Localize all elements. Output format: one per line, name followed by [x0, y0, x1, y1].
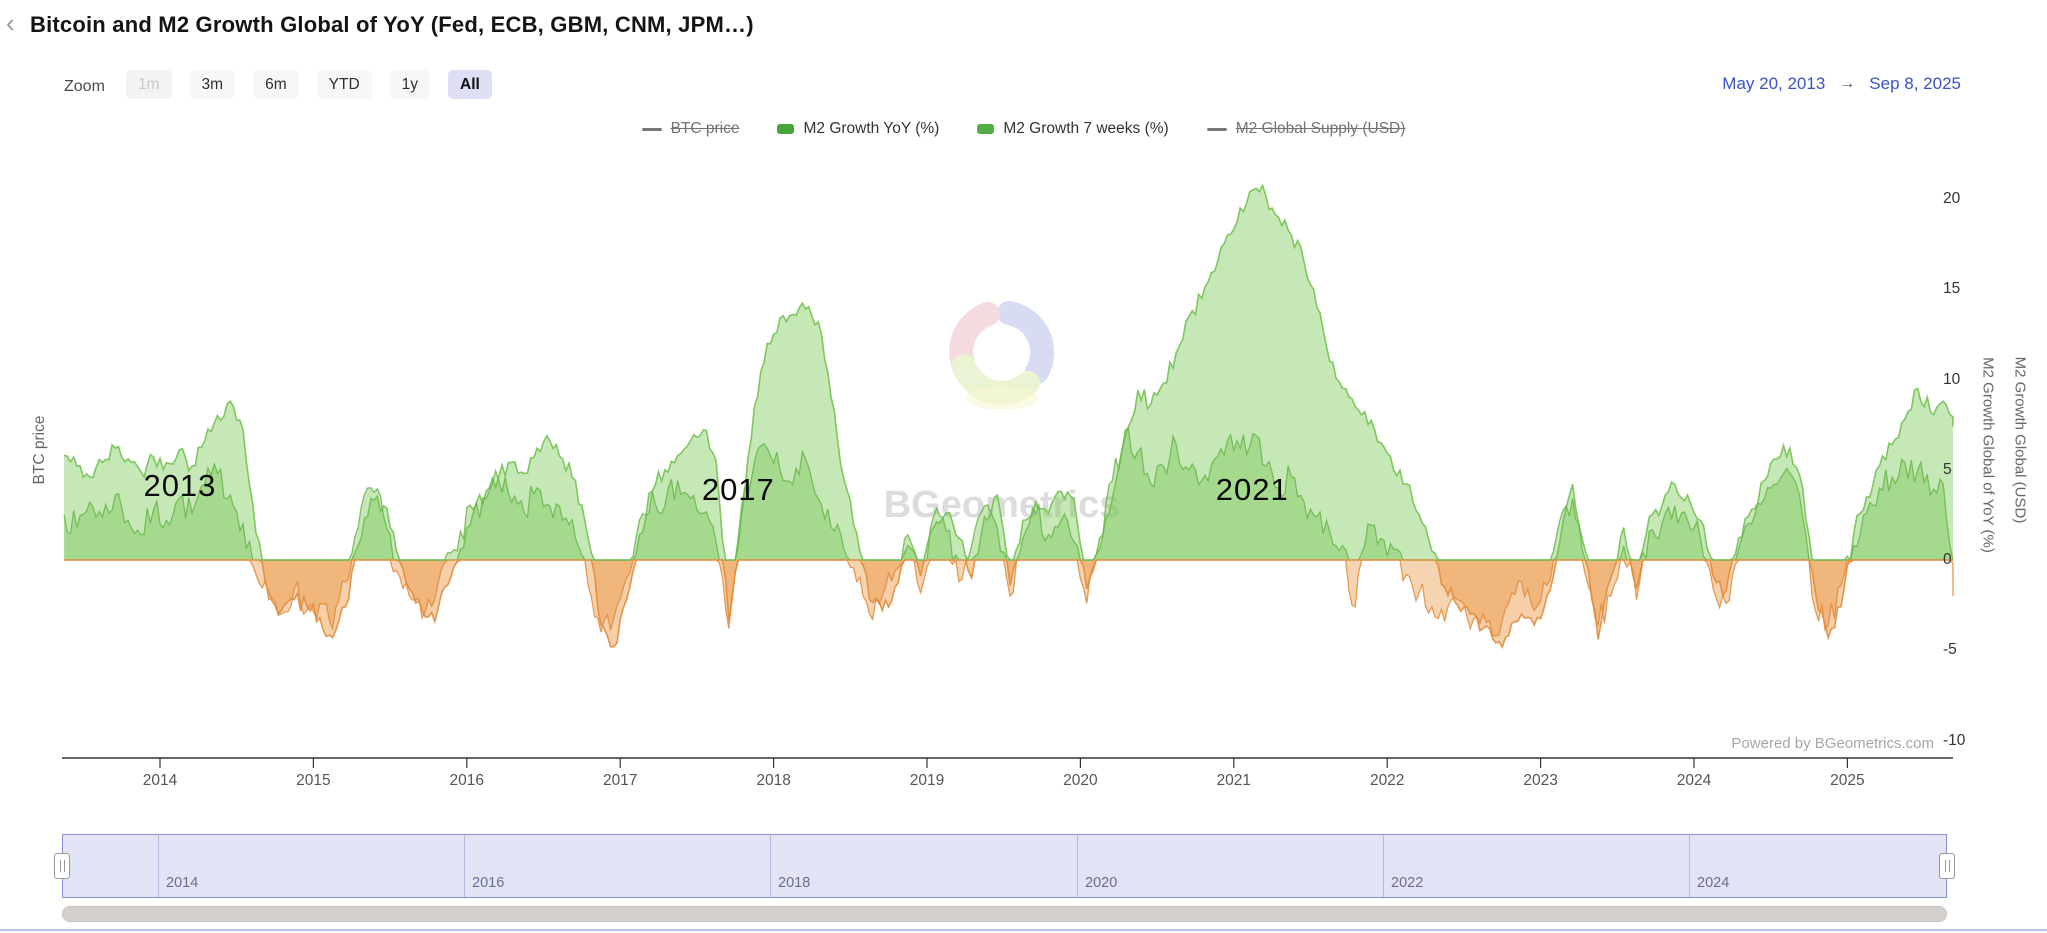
legend-label: M2 Growth YoY (%) [803, 120, 940, 137]
zoom-button-3m[interactable]: 3m [189, 70, 236, 100]
legend-line-marker [641, 127, 662, 131]
legend-square-marker [777, 124, 795, 134]
legend-label: M2 Global Supply (USD) [1235, 120, 1406, 137]
watermark-logo-icon [949, 301, 1055, 410]
navigator-gridline [1077, 835, 1078, 897]
range-end-date[interactable]: Sep 8, 2025 [1869, 74, 1961, 93]
series-m2-7weeks-positive-area [64, 428, 1954, 560]
legend-square-marker [977, 124, 995, 134]
zoom-button-1y[interactable]: 1y [389, 70, 431, 100]
x-axis-year-label: 2024 [1676, 772, 1712, 789]
x-axis-year-label: 2016 [449, 772, 485, 789]
navigator-gridline [158, 835, 159, 897]
x-axis-year-label: 2015 [296, 772, 331, 789]
y-axis-tick-label: -10 [1943, 731, 1966, 749]
legend: BTC price M2 Growth YoY (%) M2 Growth 7 we… [0, 120, 2047, 138]
navigator-gridline [1689, 835, 1690, 897]
navigator-handle-left[interactable] [54, 853, 70, 879]
navigator-year-label: 2022 [1391, 875, 1424, 891]
zoom-button-1m: 1m [126, 70, 172, 100]
x-axis-year-label: 2023 [1523, 772, 1558, 789]
year-annotation-2013: 2013 [143, 467, 217, 503]
legend-line-marker [1206, 127, 1227, 131]
series-m2-7weeks-positive-line [63, 427, 1954, 562]
y-axis-tick-label: 0 [1943, 551, 1952, 568]
navigator-year-label: 2020 [1085, 875, 1118, 891]
x-axis-year-label: 2025 [1830, 772, 1865, 789]
date-range: May 20, 2013 → Sep 8, 2025 [1722, 74, 1961, 94]
page-title: Bitcoin and M2 Growth Global of YoY (Fed… [30, 12, 754, 37]
y-axis-tick-label: 5 [1943, 460, 1952, 478]
legend-item[interactable]: M2 Growth 7 weeks (%) [977, 120, 1169, 138]
navigator-gridline [770, 835, 771, 897]
series-m2-7weeks-negative-line [64, 558, 1954, 637]
legend-label: M2 Growth 7 weeks (%) [1003, 120, 1169, 137]
range-start-date[interactable]: May 20, 2013 [1722, 74, 1826, 93]
x-axis-year-label: 2014 [142, 772, 178, 789]
navigator-year-label: 2014 [166, 875, 199, 891]
zoom-button-6m[interactable]: 6m [253, 70, 299, 100]
range-arrow-icon: → [1839, 75, 1856, 92]
x-axis-year-label: 2019 [909, 772, 945, 789]
left-axis-title: BTC price [31, 415, 48, 485]
powered-by-credit[interactable]: Powered by BGeometrics.com [1731, 735, 1934, 752]
legend-item[interactable]: M2 Growth YoY (%) [777, 120, 939, 138]
x-axis-year-label: 2020 [1063, 772, 1098, 789]
legend-label: BTC price [670, 120, 740, 137]
zoom-button-ytd[interactable]: YTD [316, 70, 372, 100]
y-axis-tick-label: -5 [1943, 641, 1957, 659]
navigator-gridline [464, 835, 465, 897]
navigator-year-label: 2024 [1697, 875, 1730, 891]
y-axis-tick-label: 10 [1943, 370, 1961, 388]
year-annotation-2021: 2021 [1215, 471, 1289, 507]
x-axis-year-label: 2021 [1216, 772, 1252, 789]
year-annotation-2017: 2017 [701, 471, 775, 507]
back-chevron-icon[interactable]: ‹ [6, 8, 15, 38]
navigator-year-label: 2018 [778, 875, 811, 891]
navigator-band[interactable]: 2014 2016 2018 2020 2022 2024 [62, 834, 1947, 898]
series-m2-7weeks-negative-area [64, 560, 1954, 636]
range-selector-buttons: 1m 3m 6m YTD 1y All [126, 70, 492, 100]
series-m2-yoy-negative-area [64, 560, 1954, 648]
navigator-handle-right[interactable] [1939, 853, 1955, 879]
x-axis-year-label: 2017 [602, 772, 638, 789]
right-axis-title-outer: M2 Growth Global (USD) [2011, 356, 2029, 524]
x-axis-year-label: 2018 [756, 772, 791, 789]
y-axis-tick-label: 20 [1943, 190, 1961, 207]
legend-item[interactable]: M2 Global Supply (USD) [1206, 120, 1406, 138]
bottom-divider [0, 929, 2047, 931]
zoom-button-all[interactable]: All [448, 70, 492, 100]
zoom-label: Zoom [64, 78, 105, 95]
x-axis-year-label: 2022 [1369, 772, 1405, 789]
navigator-scrollbar[interactable] [62, 906, 1947, 922]
legend-item[interactable]: BTC price [641, 120, 740, 138]
navigator-year-label: 2016 [472, 875, 505, 891]
navigator-gridline [1383, 835, 1384, 897]
y-axis-tick-label: 15 [1943, 280, 1961, 298]
series-m2-yoy-positive-area [64, 185, 1954, 560]
